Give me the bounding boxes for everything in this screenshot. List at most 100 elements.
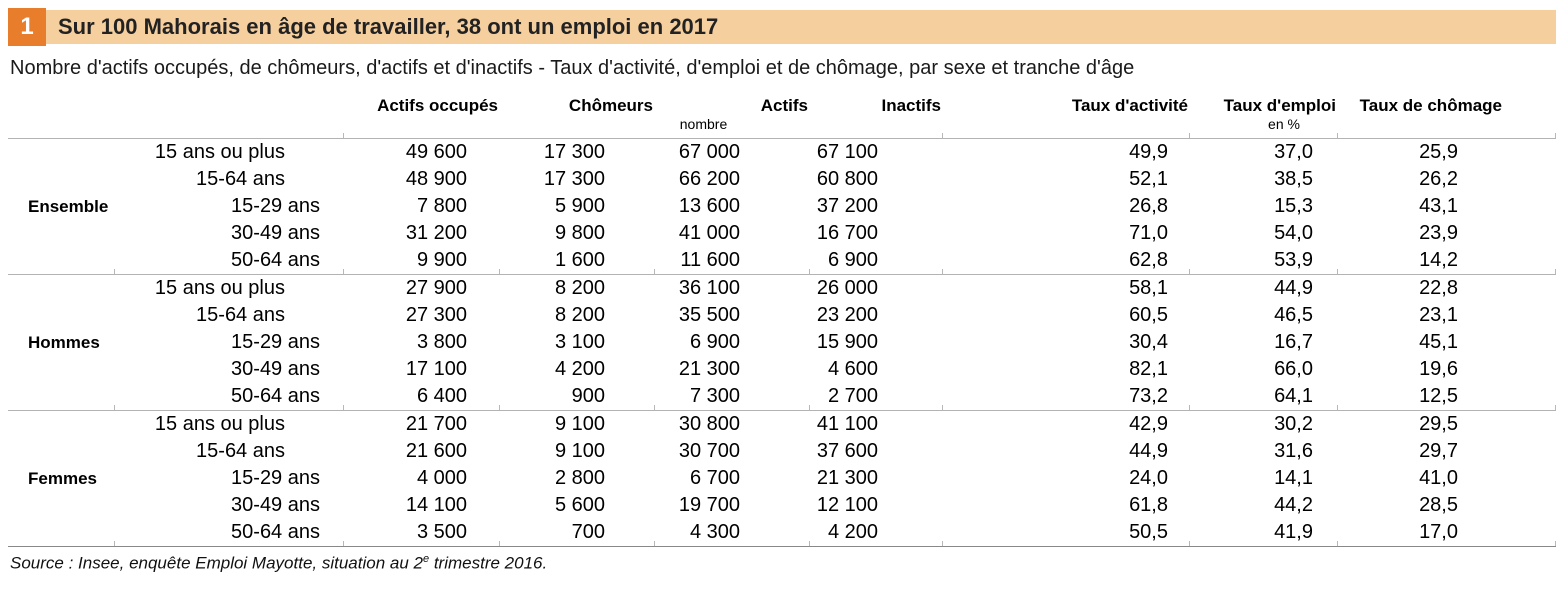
cell-value: 26,2 <box>1419 168 1458 190</box>
cell-value: 30 700 <box>678 440 740 462</box>
cell-value: 38,5 <box>1274 168 1313 190</box>
col-header-taux-activite: Taux d'activité <box>1071 96 1188 115</box>
figure-title-band: Sur 100 Mahorais en âge de travailler, 3… <box>46 10 1556 44</box>
cell-value: 21 600 <box>405 440 467 462</box>
cell-value: 8 200 <box>554 304 605 326</box>
cell-value: 9 800 <box>554 222 605 244</box>
cell-value: 62,8 <box>943 247 1190 275</box>
cell-value: 26,8 <box>1129 195 1168 217</box>
table-row: 15-64 ans 48 900 17 300 66 200 60 800 52… <box>8 166 1556 193</box>
header-spacer <box>8 88 344 116</box>
cell-value: 19 700 <box>678 494 740 516</box>
cell-value: 22,8 <box>1419 277 1458 299</box>
cell-value: 37,0 <box>1274 141 1313 163</box>
cell-value: 3 800 <box>416 331 467 353</box>
table-row: 15-64 ans 21 600 9 100 30 700 37 600 44,… <box>8 438 1556 465</box>
cell-value: 17 300 <box>543 141 605 163</box>
cell-value: 13 600 <box>678 195 740 217</box>
table-row: 15-64 ans 27 300 8 200 35 500 23 200 60,… <box>8 302 1556 329</box>
cell-value: 67 000 <box>678 141 740 163</box>
cell-value: 66 200 <box>678 168 740 190</box>
table-row: Femmes 15 ans ou plus 21 700 9 100 30 80… <box>8 410 1556 547</box>
header-row: Actifs occupés Chômeurs Actifs Inactifs … <box>8 88 1556 116</box>
age-label: 15-29 ans <box>231 467 320 489</box>
cell-value: 15 900 <box>816 331 878 353</box>
source-text: Source : Insee, enquête Emploi Mayotte, … <box>10 553 423 573</box>
age-label: 50-64 ans <box>115 383 344 411</box>
cell-value: 61,8 <box>1129 494 1168 516</box>
cell-value: 45,1 <box>1419 331 1458 353</box>
cell-value: 6 900 <box>689 331 740 353</box>
cell-value: 21 700 <box>405 413 467 435</box>
age-label: 30-49 ans <box>231 222 320 244</box>
cell-value: 37 200 <box>816 195 878 217</box>
table-row: Ensemble 15 ans ou plus 49 600 17 300 67… <box>8 138 1556 275</box>
cell-value: 36 100 <box>678 277 740 299</box>
table-row: 30-49 ans 17 100 4 200 21 300 4 600 82,1… <box>8 356 1556 383</box>
age-label: 30-49 ans <box>231 494 320 516</box>
age-label: 15-29 ans <box>231 195 320 217</box>
cell-value: 24,0 <box>1129 467 1168 489</box>
figure-banner: 1 Sur 100 Mahorais en âge de travailler,… <box>8 8 1556 46</box>
group-label: Femmes <box>8 410 115 547</box>
cell-value: 3 100 <box>554 331 605 353</box>
cell-value: 53,9 <box>1190 247 1338 275</box>
cell-value: 2 700 <box>810 383 943 411</box>
cell-value: 8 200 <box>554 277 605 299</box>
cell-value: 16 700 <box>816 222 878 244</box>
col-header-taux-emploi: Taux d'emploi <box>1223 96 1336 115</box>
age-label: 30-49 ans <box>231 358 320 380</box>
cell-value: 23,9 <box>1419 222 1458 244</box>
cell-value: 25,9 <box>1419 141 1458 163</box>
table-row: Hommes 15 ans ou plus 27 900 8 200 36 10… <box>8 274 1556 411</box>
cell-value: 12 100 <box>816 494 878 516</box>
cell-value: 27 900 <box>405 277 467 299</box>
cell-value: 4 000 <box>416 467 467 489</box>
cell-value: 12,5 <box>1338 383 1556 411</box>
age-label: 15 ans ou plus <box>154 413 285 435</box>
cell-value: 41,9 <box>1190 519 1338 547</box>
cell-value: 27 300 <box>405 304 467 326</box>
source-note: Source : Insee, enquête Emploi Mayotte, … <box>10 553 1556 574</box>
group-label: Hommes <box>8 274 115 411</box>
employment-table: Actifs occupés Chômeurs Actifs Inactifs … <box>8 88 1556 547</box>
cell-value: 49 600 <box>405 141 467 163</box>
cell-value: 37 600 <box>816 440 878 462</box>
cell-value: 41,0 <box>1419 467 1458 489</box>
cell-value: 52,1 <box>1129 168 1168 190</box>
col-header-taux-chomage: Taux de chômage <box>1359 96 1502 115</box>
figure-number-badge: 1 <box>8 8 46 46</box>
col-header-inactifs: Inactifs <box>881 96 941 115</box>
table-row: 30-49 ans 14 100 5 600 19 700 12 100 61,… <box>8 492 1556 519</box>
table-header: Actifs occupés Chômeurs Actifs Inactifs … <box>8 88 1556 139</box>
cell-value: 67 100 <box>816 141 878 163</box>
table-row: 50-64 ans 6 400 900 7 300 2 700 73,2 64,… <box>8 383 1556 411</box>
col-header-actifs: Actifs <box>760 96 808 115</box>
col-header-chomeurs: Chômeurs <box>568 96 653 115</box>
cell-value: 17 300 <box>543 168 605 190</box>
unit-spacer <box>1338 116 1556 139</box>
cell-value: 17 100 <box>405 358 467 380</box>
cell-value: 3 500 <box>344 519 500 547</box>
cell-value: 49,9 <box>1129 141 1168 163</box>
cell-value: 66,0 <box>1274 358 1313 380</box>
cell-value: 35 500 <box>678 304 740 326</box>
unit-label-nombre: nombre <box>344 116 943 139</box>
cell-value: 6 700 <box>689 467 740 489</box>
cell-value: 64,1 <box>1190 383 1338 411</box>
cell-value: 82,1 <box>1129 358 1168 380</box>
cell-value: 48 900 <box>405 168 467 190</box>
cell-value: 9 900 <box>344 247 500 275</box>
cell-value: 71,0 <box>1129 222 1168 244</box>
group-hommes: Hommes 15 ans ou plus 27 900 8 200 36 10… <box>8 274 1556 411</box>
table-row: 15-29 ans 4 000 2 800 6 700 21 300 24,0 … <box>8 465 1556 492</box>
cell-value: 43,1 <box>1419 195 1458 217</box>
cell-value: 4 600 <box>827 358 878 380</box>
cell-value: 30 800 <box>678 413 740 435</box>
cell-value: 4 200 <box>810 519 943 547</box>
age-label: 15-29 ans <box>231 331 320 353</box>
age-label: 15 ans ou plus <box>154 277 285 299</box>
cell-value: 7 800 <box>416 195 467 217</box>
cell-value: 5 600 <box>554 494 605 516</box>
group-femmes: Femmes 15 ans ou plus 21 700 9 100 30 80… <box>8 410 1556 547</box>
